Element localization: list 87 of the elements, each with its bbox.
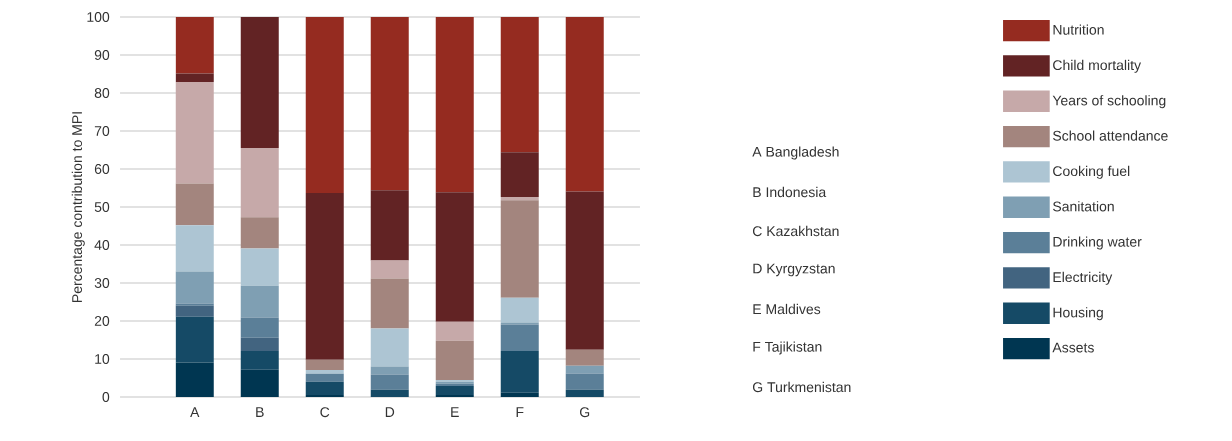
bar: [305, 381, 344, 396]
y-axis-title: Percentage contribution to MPI: [71, 112, 85, 302]
legend-label: Housing: [1053, 307, 1103, 321]
y-tick-label: 40: [94, 240, 110, 250]
bar: [240, 16, 279, 149]
y-tick-label: 100: [87, 12, 110, 22]
bar: [370, 278, 409, 329]
bar: [175, 316, 214, 363]
bar: [565, 16, 604, 192]
bar: [305, 373, 344, 382]
bar: [175, 305, 214, 317]
bar: [305, 359, 344, 370]
bar: [370, 389, 409, 397]
legend-label: Sanitation: [1053, 201, 1114, 212]
bar: [370, 366, 409, 375]
bar: [175, 73, 214, 82]
text: A Bangladesh: [752, 146, 839, 160]
legend-label: Electricity: [1053, 271, 1113, 285]
bar: [305, 16, 344, 193]
bar: [175, 362, 214, 397]
bar: [240, 285, 279, 318]
bar: [240, 217, 279, 249]
bar: [435, 16, 474, 193]
y-tick-label: 90: [94, 50, 110, 60]
bar: [435, 192, 474, 322]
bar: [435, 385, 474, 396]
bar: [240, 248, 279, 286]
y-tick-label: 50: [94, 202, 110, 212]
y-tick-label: 60: [94, 164, 110, 174]
bar: [240, 317, 279, 338]
y-tick-label: 30: [94, 278, 110, 288]
text: B Indonesia: [753, 186, 827, 198]
legend-label: Nutrition: [1053, 24, 1104, 35]
x-tick-label: E: [451, 407, 459, 417]
bar: [565, 389, 604, 397]
bar: [370, 190, 409, 261]
legend-label: Drinking water: [1053, 236, 1142, 250]
bar: [435, 321, 474, 341]
text: D Kyrgyzstan: [753, 263, 835, 277]
legend-label: Child mortality: [1053, 59, 1141, 73]
bar: [175, 183, 214, 226]
text: F Tajikistan: [753, 341, 822, 355]
bar: [240, 351, 279, 370]
bar: [175, 16, 214, 74]
bar: [240, 337, 279, 352]
text: E Maldives: [753, 303, 821, 315]
bar: [500, 152, 539, 198]
bar: [500, 392, 539, 397]
legend-label: School attendance: [1053, 130, 1168, 141]
bar: [370, 374, 409, 390]
legend-label: Assets: [1052, 342, 1094, 353]
bar: [500, 200, 539, 298]
bar: [565, 373, 604, 390]
x-tick-label: A: [190, 407, 200, 417]
x-tick-label: B: [256, 407, 264, 417]
x-tick-label: D: [385, 407, 395, 417]
bar: [565, 191, 604, 350]
bar: [565, 349, 604, 366]
x-tick-label: F: [516, 407, 524, 417]
bar: [240, 148, 279, 218]
bar: [500, 197, 539, 201]
text: G Turkmenistan: [752, 381, 851, 393]
bar: [305, 370, 344, 374]
bar: [370, 328, 409, 367]
y-tick-label: 10: [95, 354, 110, 364]
bar: [500, 297, 539, 323]
x-tick-label: C: [320, 407, 330, 418]
bar: [370, 260, 409, 279]
bar: [500, 324, 539, 352]
bar: [500, 351, 539, 393]
legend-label: Cooking fuel: [1053, 165, 1130, 179]
bar: [240, 369, 279, 397]
bar: [370, 16, 409, 191]
bar: [175, 271, 214, 304]
bar: [175, 81, 214, 184]
y-tick-label: 70: [94, 126, 110, 136]
bar: [305, 192, 344, 360]
y-tick-label: 80: [94, 88, 110, 98]
bar: [175, 225, 214, 272]
y-tick-label: 0: [102, 392, 110, 402]
bar: [435, 340, 474, 380]
bar: [565, 365, 604, 374]
x-tick-label: G: [580, 407, 590, 418]
text: C Kazakhstan: [752, 225, 839, 237]
y-tick-label: 20: [94, 316, 110, 326]
legend-label: Years of schooling: [1052, 95, 1166, 109]
bar: [500, 16, 539, 153]
